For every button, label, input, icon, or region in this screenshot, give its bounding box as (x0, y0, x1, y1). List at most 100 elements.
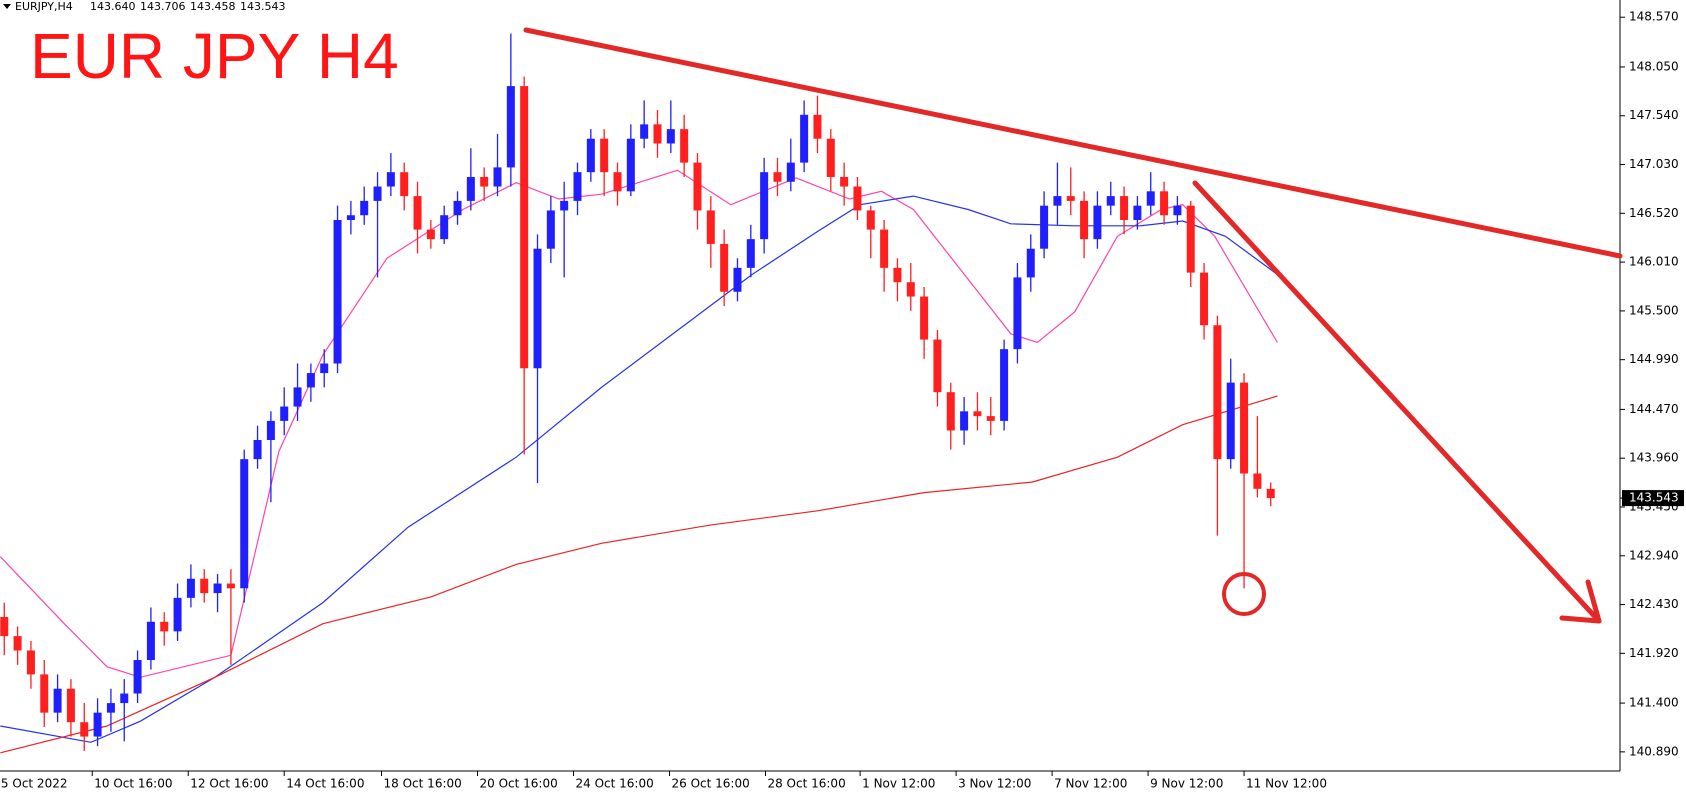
x-tick-label: 10 Oct 16:00 (94, 777, 172, 791)
info-value: 143.640 (90, 0, 136, 13)
candle-body (1040, 205, 1049, 249)
candle-body (653, 124, 662, 144)
candle-body (320, 363, 329, 374)
candle-body (986, 416, 995, 421)
candle-body (160, 621, 169, 632)
candle-body (973, 411, 982, 417)
candle-body (520, 86, 529, 369)
moving-average (0, 395, 1278, 754)
x-tick-label: 5 Oct 2022 (1, 777, 68, 791)
candle-body (733, 267, 742, 292)
x-tick-label: 20 Oct 16:00 (480, 777, 558, 791)
candle-body (933, 339, 942, 393)
candle-body (1146, 191, 1155, 206)
x-tick-label: 18 Oct 16:00 (384, 777, 462, 791)
candle-body (706, 210, 715, 244)
y-tick-label: 147.030 (1629, 157, 1679, 171)
y-tick-label: 140.890 (1629, 744, 1679, 758)
candle-body (173, 597, 182, 632)
candle-body (1013, 277, 1022, 350)
candle-body (1266, 488, 1275, 499)
candle-body (400, 172, 409, 197)
y-tick-label: 142.940 (1629, 548, 1679, 562)
y-tick-label: 141.920 (1629, 646, 1679, 660)
candle-body (1213, 325, 1222, 460)
candle-body (560, 200, 569, 211)
candle-body (800, 114, 809, 163)
candle-body (1173, 205, 1182, 216)
x-tick-label: 14 Oct 16:00 (286, 777, 364, 791)
x-tick-label: 11 Nov 12:00 (1246, 777, 1327, 791)
y-tick-label: 147.540 (1629, 108, 1679, 122)
candle-body (666, 129, 675, 144)
x-tick-label: 12 Oct 16:00 (190, 777, 268, 791)
candle-body (1200, 272, 1209, 326)
x-tick-label: 28 Oct 16:00 (767, 777, 845, 791)
y-tick-label: 146.520 (1629, 206, 1679, 220)
candle-body (226, 583, 235, 589)
candle-body (480, 176, 489, 187)
moving-average (0, 195, 1278, 743)
candle-body (853, 186, 862, 211)
candle-body (920, 296, 929, 340)
candle-body (213, 583, 222, 594)
candle-body (493, 167, 502, 187)
candle-body (813, 114, 822, 139)
candle-body (40, 674, 49, 713)
x-tick-label: 24 Oct 16:00 (576, 777, 654, 791)
y-tick-label: 141.400 (1629, 696, 1679, 710)
last-price-label: 143.543 (1629, 491, 1679, 505)
candle-body (293, 387, 302, 407)
candle-body (906, 282, 915, 297)
last-price-box (1622, 490, 1684, 507)
candle-body (1226, 382, 1235, 460)
candle-body (893, 267, 902, 283)
info-value: 143.543 (240, 0, 286, 13)
candle-body (413, 196, 422, 230)
candle-body (1066, 196, 1075, 201)
candle-body (333, 220, 342, 364)
candle-body (760, 172, 769, 240)
arrow-shaft (1192, 180, 1602, 624)
candle-body (1186, 205, 1195, 273)
candle-body (1080, 200, 1089, 240)
candle-body (106, 703, 115, 713)
candle-body (693, 162, 702, 211)
candle-body (1053, 196, 1062, 206)
candle-body (66, 688, 75, 723)
candle-body (586, 138, 595, 173)
candle-body (573, 172, 582, 201)
info-value: 143.458 (190, 0, 236, 13)
candle-body (440, 215, 449, 240)
candle-body (960, 411, 969, 431)
candle-body (386, 172, 395, 187)
candle-body (1106, 196, 1115, 206)
candle-body (26, 650, 35, 675)
candle-body (453, 200, 462, 216)
trend-line (523, 27, 1623, 259)
candle-body (93, 712, 102, 737)
y-tick-label: 144.990 (1629, 352, 1679, 366)
candle-body (426, 229, 435, 240)
candle-body (506, 86, 515, 168)
candle-body (626, 138, 635, 192)
candle-body (1253, 473, 1262, 489)
candle-body (533, 248, 542, 369)
candle-body (826, 138, 835, 177)
y-tick-label: 145.500 (1629, 303, 1679, 317)
candle-body (53, 688, 62, 713)
candle-body (13, 636, 22, 651)
low-circle (1222, 572, 1266, 616)
x-tick-label: 9 Nov 12:00 (1150, 777, 1223, 791)
candle-body (240, 459, 249, 589)
candle-body (680, 129, 689, 163)
candle-body (600, 138, 609, 173)
candle-body (613, 172, 622, 192)
candle-body (640, 124, 649, 139)
candle-body (0, 616, 9, 637)
y-tick-label: 142.430 (1629, 597, 1679, 611)
candle-body (786, 162, 795, 182)
candle-body (253, 440, 262, 460)
